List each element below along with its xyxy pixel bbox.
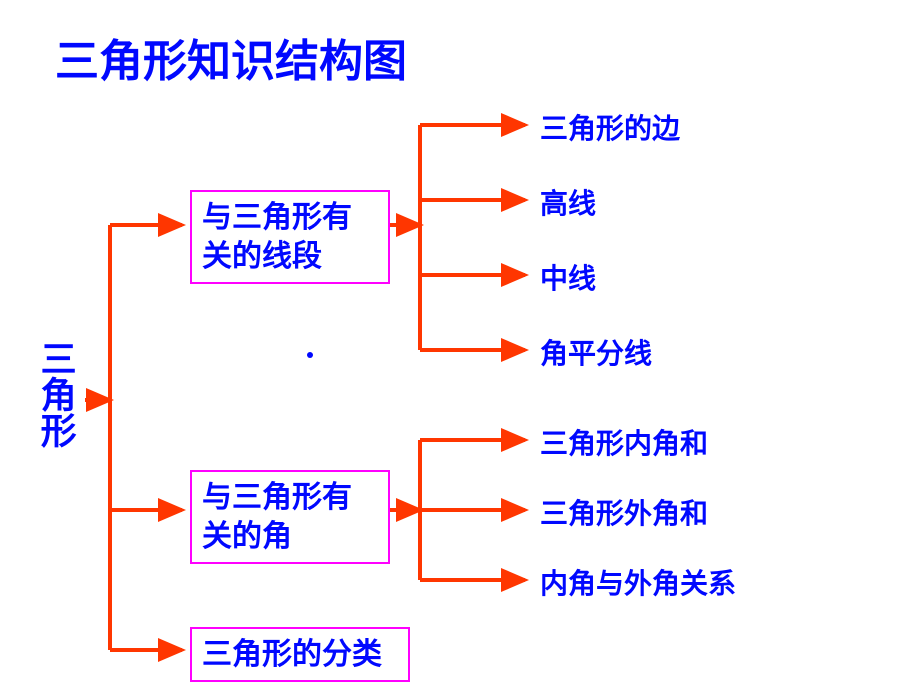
leaf-triangle-side: 三角形的边: [540, 107, 680, 147]
node-line2: 关的线段: [202, 240, 322, 273]
node-lines-related: 与三角形有 关的线段: [190, 190, 390, 284]
leaf-exterior-angle-sum: 三角形外角和: [540, 492, 708, 532]
leaf-altitude: 高线: [540, 182, 596, 222]
leaf-angle-relation: 内角与外角关系: [540, 562, 736, 602]
node-line2: 关的角: [202, 520, 292, 553]
leaf-angle-bisector: 角平分线: [540, 332, 652, 372]
dot-marker: [307, 352, 313, 358]
node-angles-related: 与三角形有 关的角: [190, 470, 390, 564]
diagram-title: 三角形知识结构图: [55, 25, 407, 89]
leaf-median: 中线: [540, 257, 596, 297]
node-line1: 与三角形有: [202, 201, 352, 234]
node-classification: 三角形的分类: [190, 627, 410, 682]
node-line1: 与三角形有: [202, 481, 352, 514]
leaf-interior-angle-sum: 三角形内角和: [540, 422, 708, 462]
root-node: 三角形: [35, 340, 75, 448]
connector-lines: [0, 0, 920, 690]
